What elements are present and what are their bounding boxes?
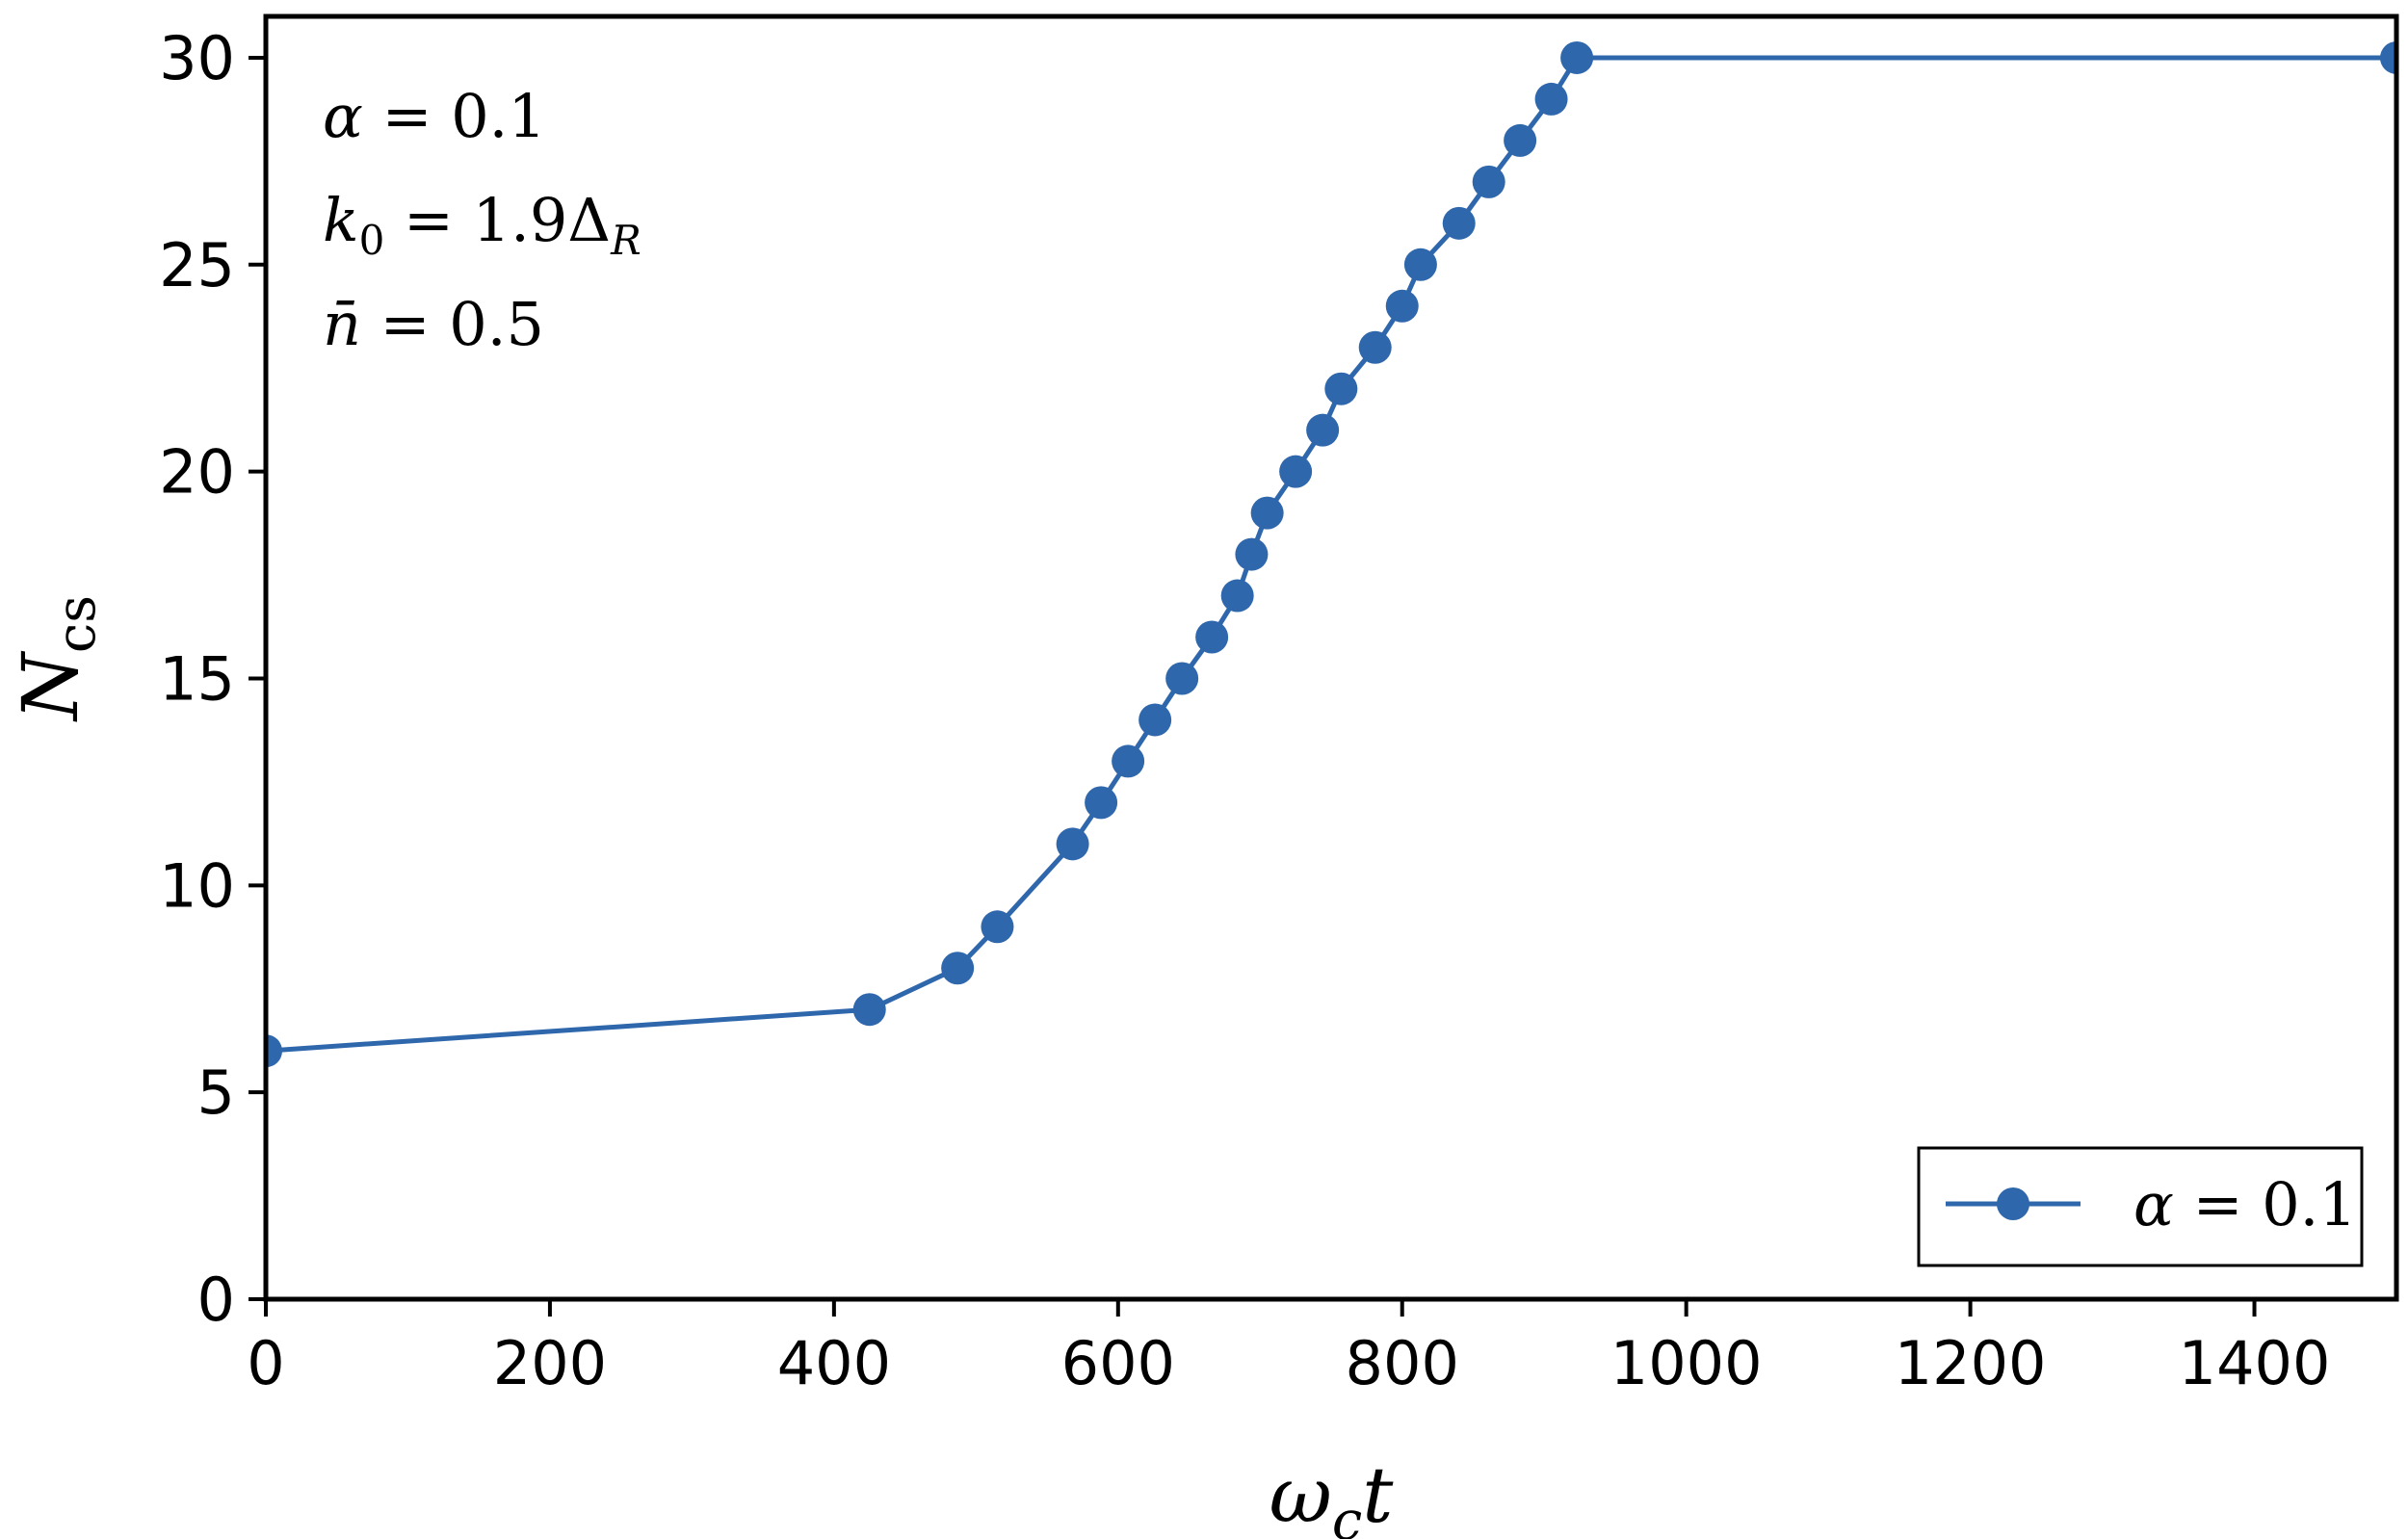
series-0 <box>266 40 2396 1068</box>
y-tick-label: 25 <box>159 230 235 300</box>
data-point <box>266 1034 282 1068</box>
data-point <box>1112 744 1145 778</box>
x-tick-label: 800 <box>1346 1328 1459 1398</box>
y-tick-label: 5 <box>197 1057 235 1128</box>
data-point <box>1085 786 1118 820</box>
legend-label: α = 0.1 <box>2133 1169 2357 1239</box>
data-point <box>941 952 975 985</box>
annotation-alpha: α = 0.1 <box>323 81 546 151</box>
data-point <box>1306 413 1340 447</box>
data-point <box>1472 165 1505 198</box>
data-point <box>1504 123 1537 157</box>
y-axis-ticks: 0 5 10 15 20 25 30 <box>159 23 266 1335</box>
data-point <box>1324 372 1358 405</box>
data-point <box>1235 537 1269 571</box>
x-axis-ticks: 0 200 400 600 800 1000 1200 1400 <box>247 1299 2330 1398</box>
data-point <box>1165 662 1199 695</box>
x-tick-label: 200 <box>493 1328 607 1398</box>
x-tick-label: 1000 <box>1610 1328 1763 1398</box>
data-point <box>2380 40 2396 74</box>
data-point <box>1385 289 1419 323</box>
y-tick-label: 10 <box>159 850 235 921</box>
data-point <box>1534 82 1568 116</box>
data-point <box>1220 579 1254 613</box>
annotation-nbar: n̄ = 0.5 <box>323 289 544 359</box>
y-tick-label: 30 <box>159 23 235 93</box>
data-point <box>1139 703 1172 737</box>
data-point <box>981 910 1014 944</box>
data-point <box>1056 827 1089 861</box>
data-point <box>1403 248 1437 281</box>
data-point <box>1195 620 1229 654</box>
legend-box <box>1917 1146 2364 1267</box>
y-tick-label: 15 <box>159 643 235 714</box>
plot-area <box>266 40 2396 1068</box>
x-tick-label: 600 <box>1061 1328 1175 1398</box>
legend-dot-marker <box>1997 1187 2029 1220</box>
x-tick-label: 0 <box>247 1328 284 1398</box>
y-tick-label: 0 <box>197 1265 235 1335</box>
x-axis-label: ωct <box>1269 1450 1395 1539</box>
x-tick-label: 1400 <box>2179 1328 2331 1398</box>
data-point <box>1442 206 1476 240</box>
data-point <box>852 993 886 1027</box>
axes-frame <box>263 13 2399 1302</box>
data-point <box>1279 455 1313 488</box>
x-tick-label: 1200 <box>1895 1328 2047 1398</box>
x-tick-label: 400 <box>777 1328 891 1398</box>
data-point <box>1358 330 1392 364</box>
data-point <box>1560 40 1594 74</box>
legend: α = 0.1 <box>1917 1146 2364 1267</box>
data-point <box>1250 496 1284 530</box>
y-tick-label: 20 <box>159 437 235 508</box>
